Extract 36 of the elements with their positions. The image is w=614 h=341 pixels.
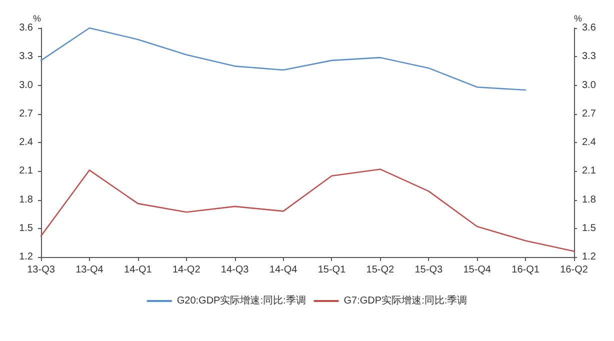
y2-tick-label: 1.8 xyxy=(582,194,596,206)
y-tick-label: 2.4 xyxy=(19,137,34,148)
y2-tick-label: 2.7 xyxy=(582,108,596,120)
x-tick-label: 14-Q1 xyxy=(124,264,152,276)
y2-tick-label: 2.1 xyxy=(582,166,596,177)
legend-label: G7:GDP实际增速:同比:季调 xyxy=(344,294,468,306)
x-tick-label: 15-Q4 xyxy=(463,264,492,276)
y-tick-label: 3.0 xyxy=(19,80,34,91)
y2-tick-label: 3.0 xyxy=(582,80,596,91)
y2-axis-title: % xyxy=(574,14,582,24)
y2-tick-label: 3.6 xyxy=(582,22,596,34)
y-tick-label: 3.3 xyxy=(19,51,34,62)
y-tick-label: 2.1 xyxy=(19,166,34,177)
y2-tick-label: 1.2 xyxy=(582,252,596,262)
y-tick-label: 1.2 xyxy=(19,252,34,262)
y-tick-label: 2.7 xyxy=(19,108,34,120)
y-tick-label: 3.6 xyxy=(19,22,34,34)
y-tick-label: 1.5 xyxy=(19,222,34,234)
y2-tick-label: 3.3 xyxy=(582,51,596,62)
x-tick-label: 16-Q2 xyxy=(560,264,588,276)
x-tick-label: 15-Q3 xyxy=(414,264,443,276)
x-tick-label: 14-Q3 xyxy=(220,264,250,276)
y2-tick-label: 1.5 xyxy=(582,222,596,234)
y-tick-label: 1.8 xyxy=(19,194,34,206)
line-series xyxy=(40,168,575,252)
line-series xyxy=(40,27,526,91)
x-tick-label: 14-Q4 xyxy=(269,264,298,276)
x-tick-label: 13-Q4 xyxy=(76,264,104,276)
x-tick-label: 14-Q2 xyxy=(172,264,201,276)
y2-tick-label: 2.4 xyxy=(582,137,596,148)
x-tick-label: 13-Q3 xyxy=(27,264,56,276)
legend-label: G20:GDP实际增速:同比:季调 xyxy=(176,294,306,306)
x-tick-label: 16-Q1 xyxy=(512,264,540,276)
x-tick-label: 15-Q2 xyxy=(366,264,395,276)
y-axis-title: % xyxy=(32,14,41,24)
x-tick-label: 15-Q1 xyxy=(318,264,346,276)
